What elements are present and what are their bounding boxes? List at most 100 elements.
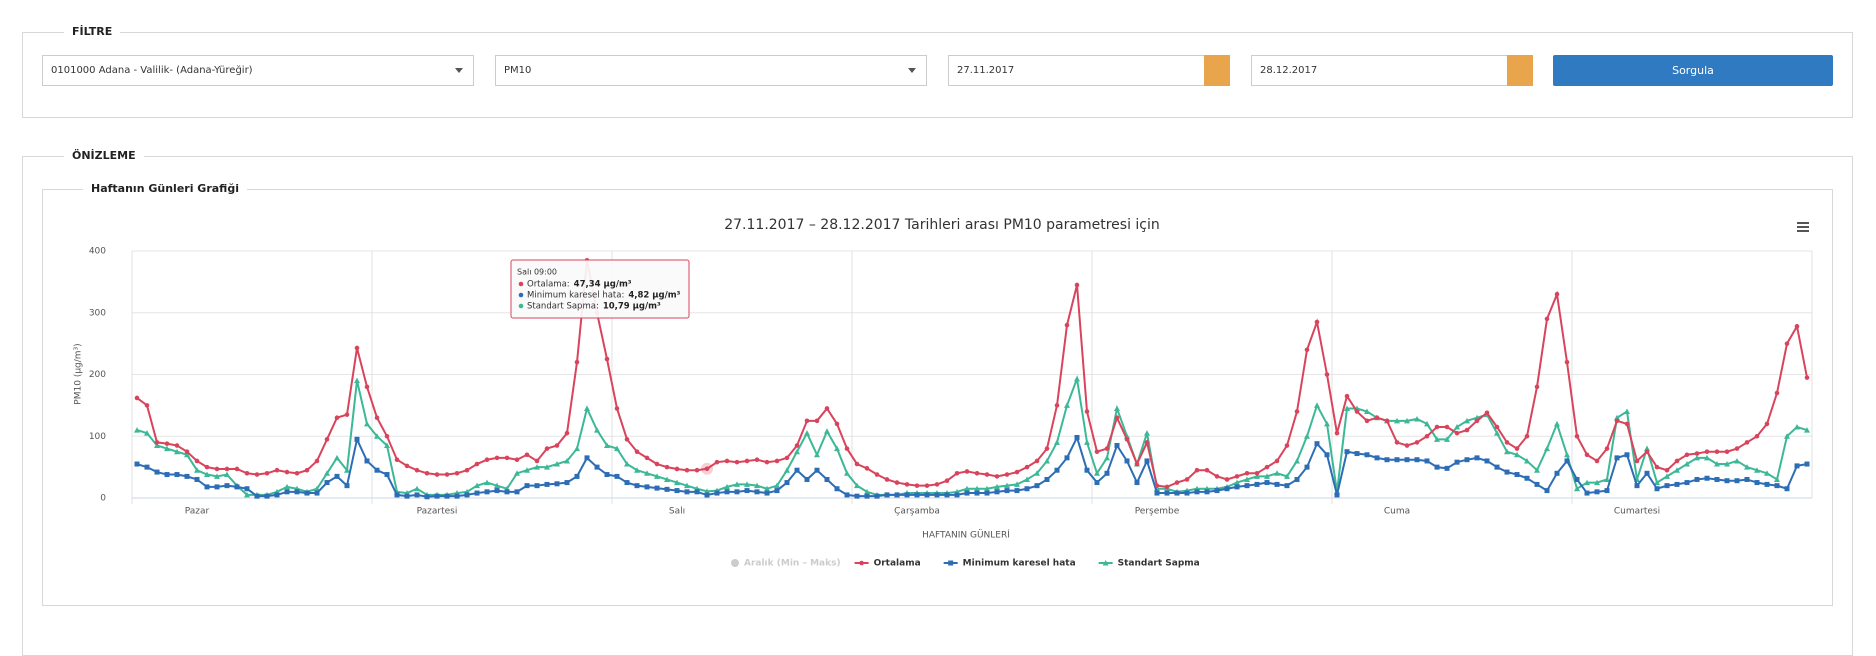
legend-item[interactable]: Ortalama [854, 559, 921, 569]
menu-icon[interactable] [1797, 222, 1809, 232]
marker [1634, 458, 1640, 464]
marker [754, 489, 760, 495]
marker [1804, 375, 1810, 380]
marker [364, 420, 370, 427]
marker [1744, 476, 1750, 482]
marker [1284, 483, 1290, 489]
marker [1144, 440, 1150, 445]
marker [1344, 405, 1350, 411]
marker [824, 428, 830, 434]
marker [1274, 481, 1280, 487]
marker [944, 478, 950, 484]
marker [1564, 458, 1570, 464]
marker [1654, 486, 1660, 492]
marker [564, 480, 570, 486]
marker [1384, 457, 1390, 463]
marker [1234, 484, 1240, 490]
marker [594, 464, 600, 470]
marker [1464, 417, 1470, 424]
parameter-select[interactable]: PM10 [495, 55, 927, 86]
marker [164, 445, 170, 452]
marker [234, 484, 240, 490]
calendar-button[interactable] [1507, 55, 1533, 86]
start-date[interactable]: 27.11.2017 [948, 55, 1230, 86]
marker [614, 473, 620, 479]
marker [994, 474, 1000, 479]
legend-hidden-marker [731, 559, 739, 567]
y-tick-label: 0 [100, 494, 106, 504]
marker [904, 492, 910, 498]
tooltip-label: Ortalama: [527, 280, 570, 290]
marker [1544, 316, 1550, 322]
marker [1504, 448, 1510, 455]
station-select[interactable]: 0101000 Adana - Valilik- (Adana-Yüreğir) [42, 55, 474, 86]
marker [824, 476, 830, 482]
page: FİLTRE 0101000 Adana - Valilik- (Adana-Y… [22, 25, 1853, 656]
marker [1024, 464, 1030, 470]
marker [1694, 454, 1700, 461]
marker [734, 459, 740, 465]
marker [954, 492, 960, 498]
marker [1524, 457, 1530, 464]
marker [334, 454, 340, 461]
marker [274, 467, 280, 473]
legend-item[interactable]: Standart Sapma [1098, 559, 1200, 569]
marker [644, 484, 650, 490]
marker [1474, 418, 1480, 424]
marker [844, 446, 850, 451]
marker [1674, 467, 1680, 473]
marker [1184, 477, 1190, 482]
marker [1114, 415, 1120, 421]
marker [1104, 454, 1110, 461]
marker [214, 484, 220, 490]
marker [1534, 481, 1540, 487]
marker [1564, 359, 1570, 365]
marker [624, 437, 630, 442]
marker [824, 406, 830, 411]
marker [1344, 449, 1350, 455]
marker [1744, 464, 1750, 470]
marker [534, 483, 540, 489]
query-button[interactable]: Sorgula [1553, 55, 1833, 86]
chart-title: 27.11.2017 – 28.12.2017 Tarihleri arası … [724, 217, 1160, 233]
marker [384, 433, 390, 439]
marker [784, 455, 790, 461]
marker [284, 489, 290, 495]
marker [1074, 375, 1080, 382]
marker [1294, 476, 1300, 482]
end-date[interactable]: 28.12.2017 [1251, 55, 1533, 86]
marker [804, 430, 810, 436]
marker [1434, 424, 1440, 430]
marker [354, 345, 360, 351]
marker [1764, 470, 1770, 476]
marker [134, 395, 140, 401]
marker [1404, 443, 1410, 448]
marker [1534, 384, 1540, 390]
legend-item[interactable]: Minimum karesel hata [943, 559, 1076, 569]
marker [1754, 467, 1760, 473]
marker [154, 440, 160, 445]
marker [1704, 475, 1710, 481]
marker [794, 448, 800, 455]
marker [1104, 446, 1110, 451]
marker [764, 485, 770, 492]
marker [704, 466, 710, 472]
marker [1594, 489, 1600, 495]
marker [1244, 471, 1250, 476]
marker [924, 492, 930, 498]
marker [1474, 455, 1480, 461]
marker [1494, 424, 1500, 430]
marker [1424, 433, 1430, 439]
marker [1644, 445, 1650, 452]
marker [684, 467, 690, 473]
marker [354, 436, 360, 442]
calendar-button[interactable] [1204, 55, 1230, 86]
marker [554, 461, 560, 467]
marker [1694, 476, 1700, 482]
marker [1524, 475, 1530, 481]
marker [144, 430, 150, 436]
marker [484, 489, 490, 495]
marker [1464, 427, 1470, 433]
marker [984, 472, 990, 477]
marker [394, 457, 400, 463]
